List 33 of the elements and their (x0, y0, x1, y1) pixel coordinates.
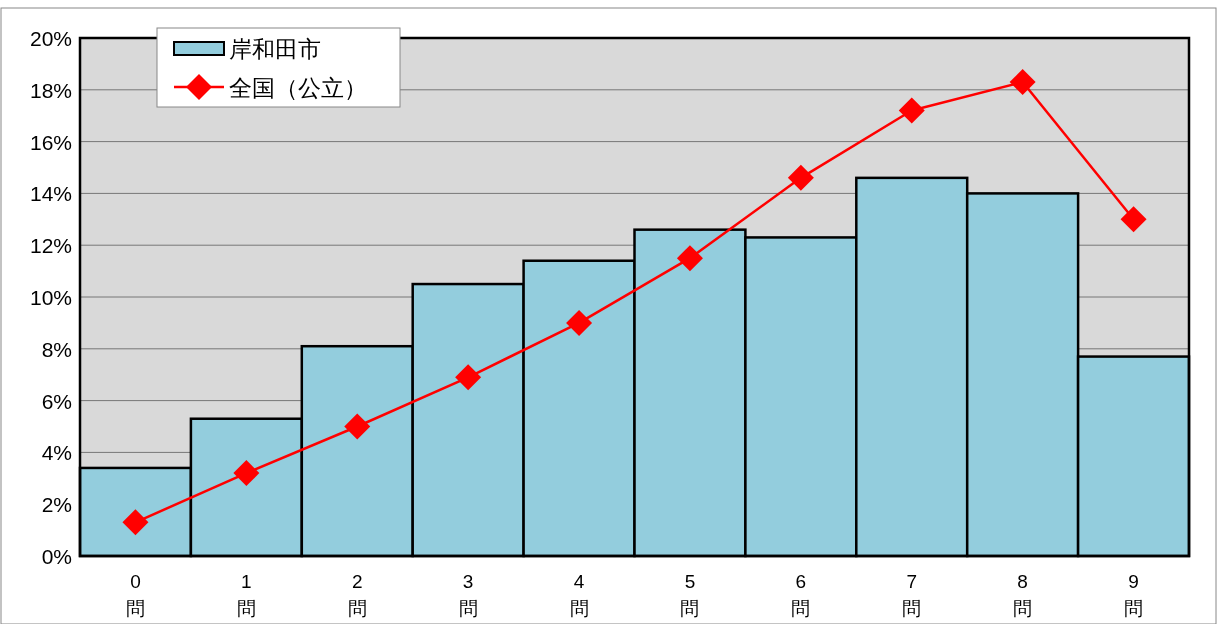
y-tick-label: 16% (29, 130, 72, 154)
point (344, 413, 371, 440)
legend-label: 岸和田市 (229, 36, 321, 62)
y-tick-label: 10% (29, 286, 72, 309)
point (1120, 206, 1147, 233)
x-tick-label: 4 問 (569, 571, 589, 619)
x-tick-label: 0 問 (125, 571, 145, 619)
y-tick-label: 14% (29, 182, 72, 206)
x-tick-label: 8 問 (1013, 571, 1033, 619)
x-tick-label: 3 問 (458, 571, 478, 619)
point (787, 164, 814, 191)
y-tick-label: 8% (41, 337, 72, 361)
y-tick-label: 20% (29, 27, 72, 50)
point (898, 97, 925, 124)
point (566, 309, 593, 336)
x-tick-label: 6 問 (791, 571, 811, 619)
y-tick-label: 6% (41, 389, 72, 413)
point (1009, 69, 1036, 96)
legend-label: 全国（公立） (229, 75, 367, 101)
y-tick-label: 18% (29, 78, 72, 102)
point (233, 460, 260, 487)
y-tick-label: 2% (41, 493, 72, 517)
x-tick-label: 7 問 (902, 571, 922, 619)
point (455, 364, 482, 391)
point (122, 509, 149, 536)
x-tick-label: 2 問 (347, 571, 367, 619)
y-tick-label: 12% (29, 234, 72, 258)
point (676, 245, 703, 272)
y-tick-label: 4% (41, 441, 72, 465)
x-tick-label: 1 問 (236, 571, 256, 619)
x-tick-label: 9 問 (1124, 571, 1144, 619)
x-tick-label: 5 問 (680, 571, 700, 619)
y-tick-label: 0% (41, 545, 72, 568)
